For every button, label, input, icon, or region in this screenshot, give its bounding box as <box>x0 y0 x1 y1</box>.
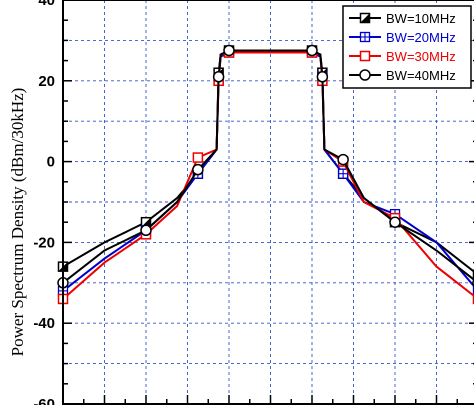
data-point <box>140 224 152 237</box>
legend-marker <box>359 69 371 81</box>
legend-label: BW=40MHz <box>386 68 456 83</box>
data-point <box>212 71 225 83</box>
data-point <box>389 216 401 228</box>
y-tick-label: 0 <box>47 154 55 171</box>
y-tick-label: -60 <box>33 396 55 405</box>
data-point <box>337 168 349 179</box>
y-axis-title: Power Spectrum Density (dBm/30kHz) <box>8 88 27 357</box>
legend: BW=10MHz BW=20MHz BW=30MHz BW=40MHz <box>342 5 472 89</box>
data-point <box>192 152 204 163</box>
data-point <box>223 44 235 57</box>
y-tick-label: -40 <box>33 315 55 332</box>
series-line-3 <box>62 51 474 300</box>
legend-marker <box>359 12 371 24</box>
series-line-4 <box>62 49 474 284</box>
data-point <box>337 153 349 166</box>
y-tick-label: 40 <box>38 0 55 9</box>
legend-label: BW=10MHz <box>386 11 456 26</box>
series-lines <box>57 44 474 305</box>
y-tick-label: 20 <box>38 73 55 90</box>
x-axis-ticks <box>83 395 458 404</box>
data-point <box>306 44 318 57</box>
legend-label: BW=30MHz <box>386 49 456 64</box>
data-point <box>316 71 329 83</box>
legend-marker <box>359 50 371 62</box>
legend-label: BW=20MHz <box>386 30 456 45</box>
legend-marker <box>359 31 371 43</box>
plot-frame <box>62 0 474 405</box>
data-point <box>192 163 204 176</box>
y-tick-label: -20 <box>33 234 55 251</box>
